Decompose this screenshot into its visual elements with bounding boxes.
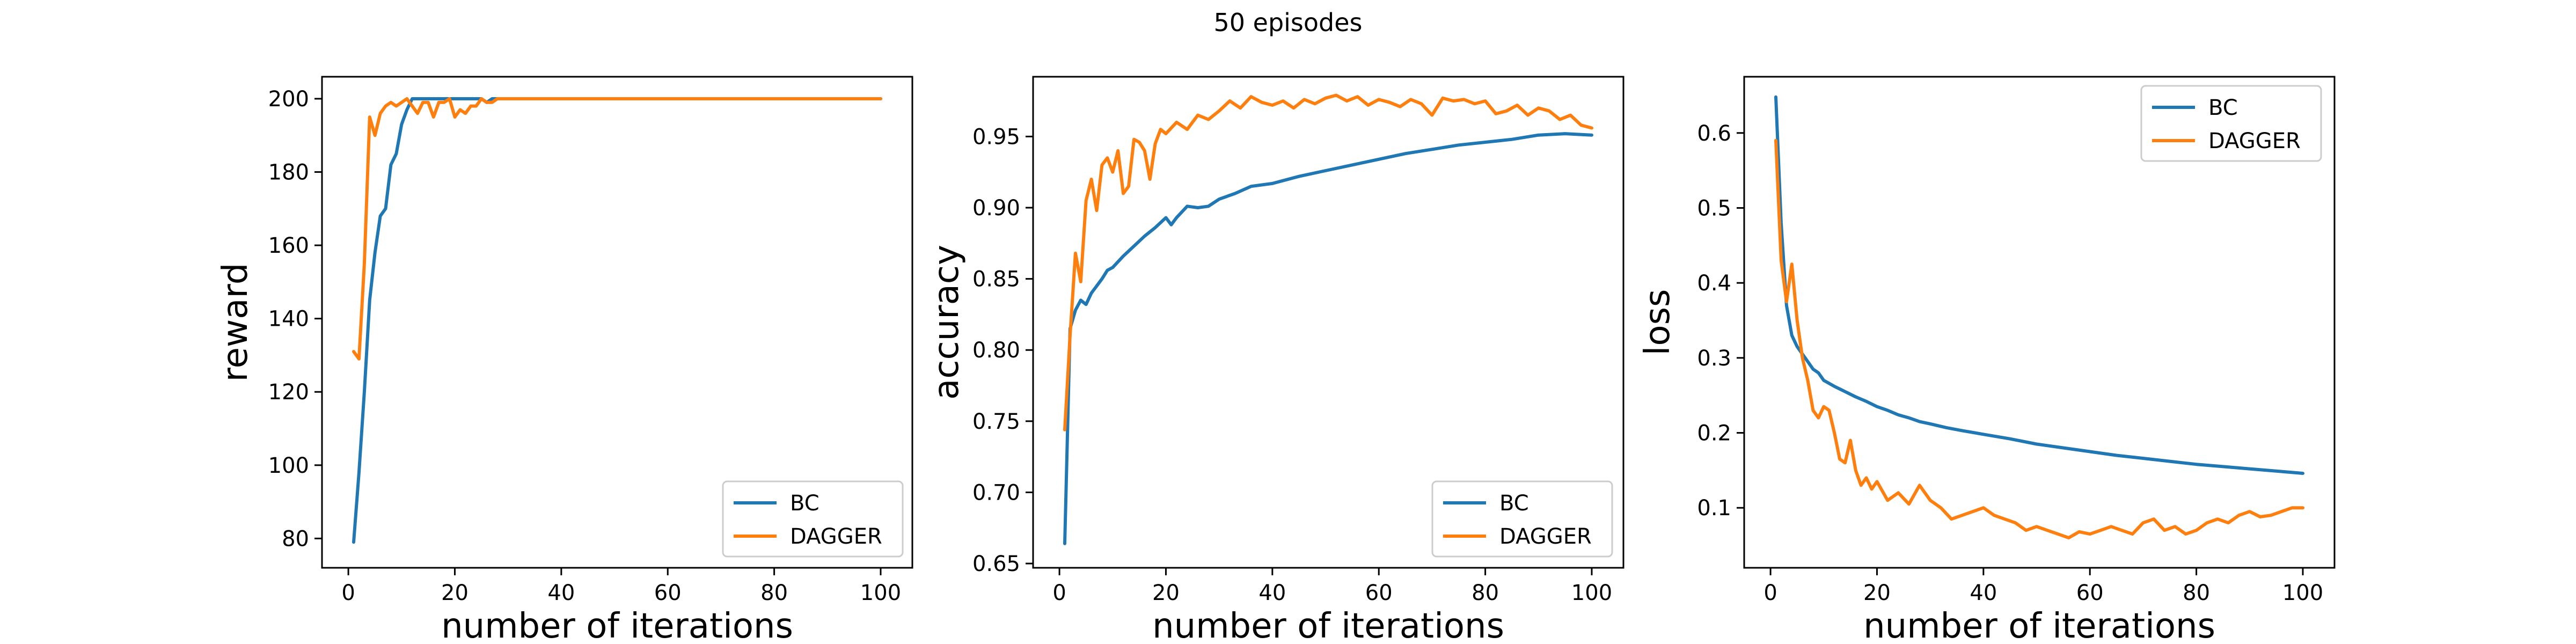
x-tick-label: 80	[760, 581, 788, 605]
series-line-bc	[352, 97, 882, 544]
x-tick-label: 40	[1970, 581, 1997, 605]
x-tick-label: 20	[441, 581, 469, 605]
legend-label-dagger: DAGGER	[790, 524, 882, 549]
legend-label-bc: BC	[2208, 96, 2238, 120]
subplot-accuracy: 0 20 40 60 80 100 0.65 0.70 0.75 0.80 0.85 0.90 0.95…	[927, 76, 1624, 644]
subplot-loss: 0 20 40 60 80 100 0.1 0.2 0.3 0.4 0.5 0.6 number of …	[1638, 76, 2336, 644]
plot-area-frame	[321, 76, 913, 569]
subplot-reward: 0 20 40 60 80 100 80 100 120 140 160 180 200 number o…	[216, 76, 913, 644]
y-tick-label: 180	[268, 160, 309, 185]
y-tick-label: 0.90	[972, 196, 1020, 221]
y-tick-label: 160	[268, 233, 309, 258]
x-axis-label: number of iterations	[1863, 606, 2215, 644]
x-tick-label: 60	[1365, 581, 1393, 605]
y-tick-label: 0.1	[1697, 496, 1731, 521]
x-tick-label: 0	[1052, 581, 1066, 605]
series-line-dagger	[1063, 93, 1593, 431]
x-tick-label: 100	[1571, 581, 1612, 605]
x-tick-label: 20	[1863, 581, 1891, 605]
y-tick-label: 0.75	[972, 409, 1020, 434]
legend-label-dagger: DAGGER	[2208, 129, 2301, 153]
series-line-bc	[1774, 95, 2304, 475]
y-tick-label: 0.6	[1697, 121, 1731, 146]
y-tick-label: 0.70	[972, 480, 1020, 505]
y-tick-label: 80	[282, 526, 309, 551]
y-tick-label: 0.95	[972, 125, 1020, 149]
y-tick-label: 0.5	[1697, 196, 1731, 221]
plot-area-frame	[1743, 76, 2336, 569]
y-tick-label: 0.2	[1697, 421, 1731, 446]
legend: BC DAGGER	[1431, 480, 1613, 558]
series-line-dagger	[352, 97, 882, 361]
legend-label-bc: BC	[790, 491, 819, 516]
x-tick-label: 80	[1472, 581, 1499, 605]
y-tick-label: 0.4	[1697, 271, 1731, 296]
y-axis-label: accuracy	[927, 245, 967, 400]
plot-area-frame	[1032, 76, 1624, 569]
y-axis-label: reward	[216, 263, 255, 382]
x-tick-label: 40	[547, 581, 575, 605]
figure-title: 50 episodes	[1213, 8, 1362, 37]
x-tick-label: 100	[860, 581, 901, 605]
y-tick-label: 200	[268, 87, 309, 112]
y-tick-label: 0.85	[972, 267, 1020, 292]
y-tick-label: 0.65	[972, 552, 1020, 576]
series-line-bc	[1063, 132, 1593, 545]
x-tick-label: 20	[1152, 581, 1180, 605]
x-axis-label: number of iterations	[441, 606, 793, 644]
x-tick-label: 60	[2076, 581, 2104, 605]
y-tick-label: 0.80	[972, 338, 1020, 363]
series-line-dagger	[1774, 138, 2304, 540]
y-tick-label: 100	[268, 453, 309, 478]
x-tick-label: 100	[2282, 581, 2323, 605]
x-tick-label: 0	[1763, 581, 1777, 605]
y-tick-label: 0.3	[1697, 346, 1731, 371]
legend: BC DAGGER	[2140, 85, 2322, 162]
y-tick-label: 120	[268, 380, 309, 405]
x-tick-label: 40	[1258, 581, 1286, 605]
x-tick-label: 0	[341, 581, 355, 605]
legend-label-bc: BC	[1499, 491, 1529, 516]
legend-label-dagger: DAGGER	[1499, 524, 1592, 549]
y-tick-label: 140	[268, 307, 309, 332]
x-tick-label: 80	[2183, 581, 2210, 605]
x-tick-label: 60	[654, 581, 682, 605]
legend: BC DAGGER	[722, 480, 904, 558]
x-axis-label: number of iterations	[1152, 606, 1504, 644]
y-axis-label: loss	[1638, 289, 1678, 356]
